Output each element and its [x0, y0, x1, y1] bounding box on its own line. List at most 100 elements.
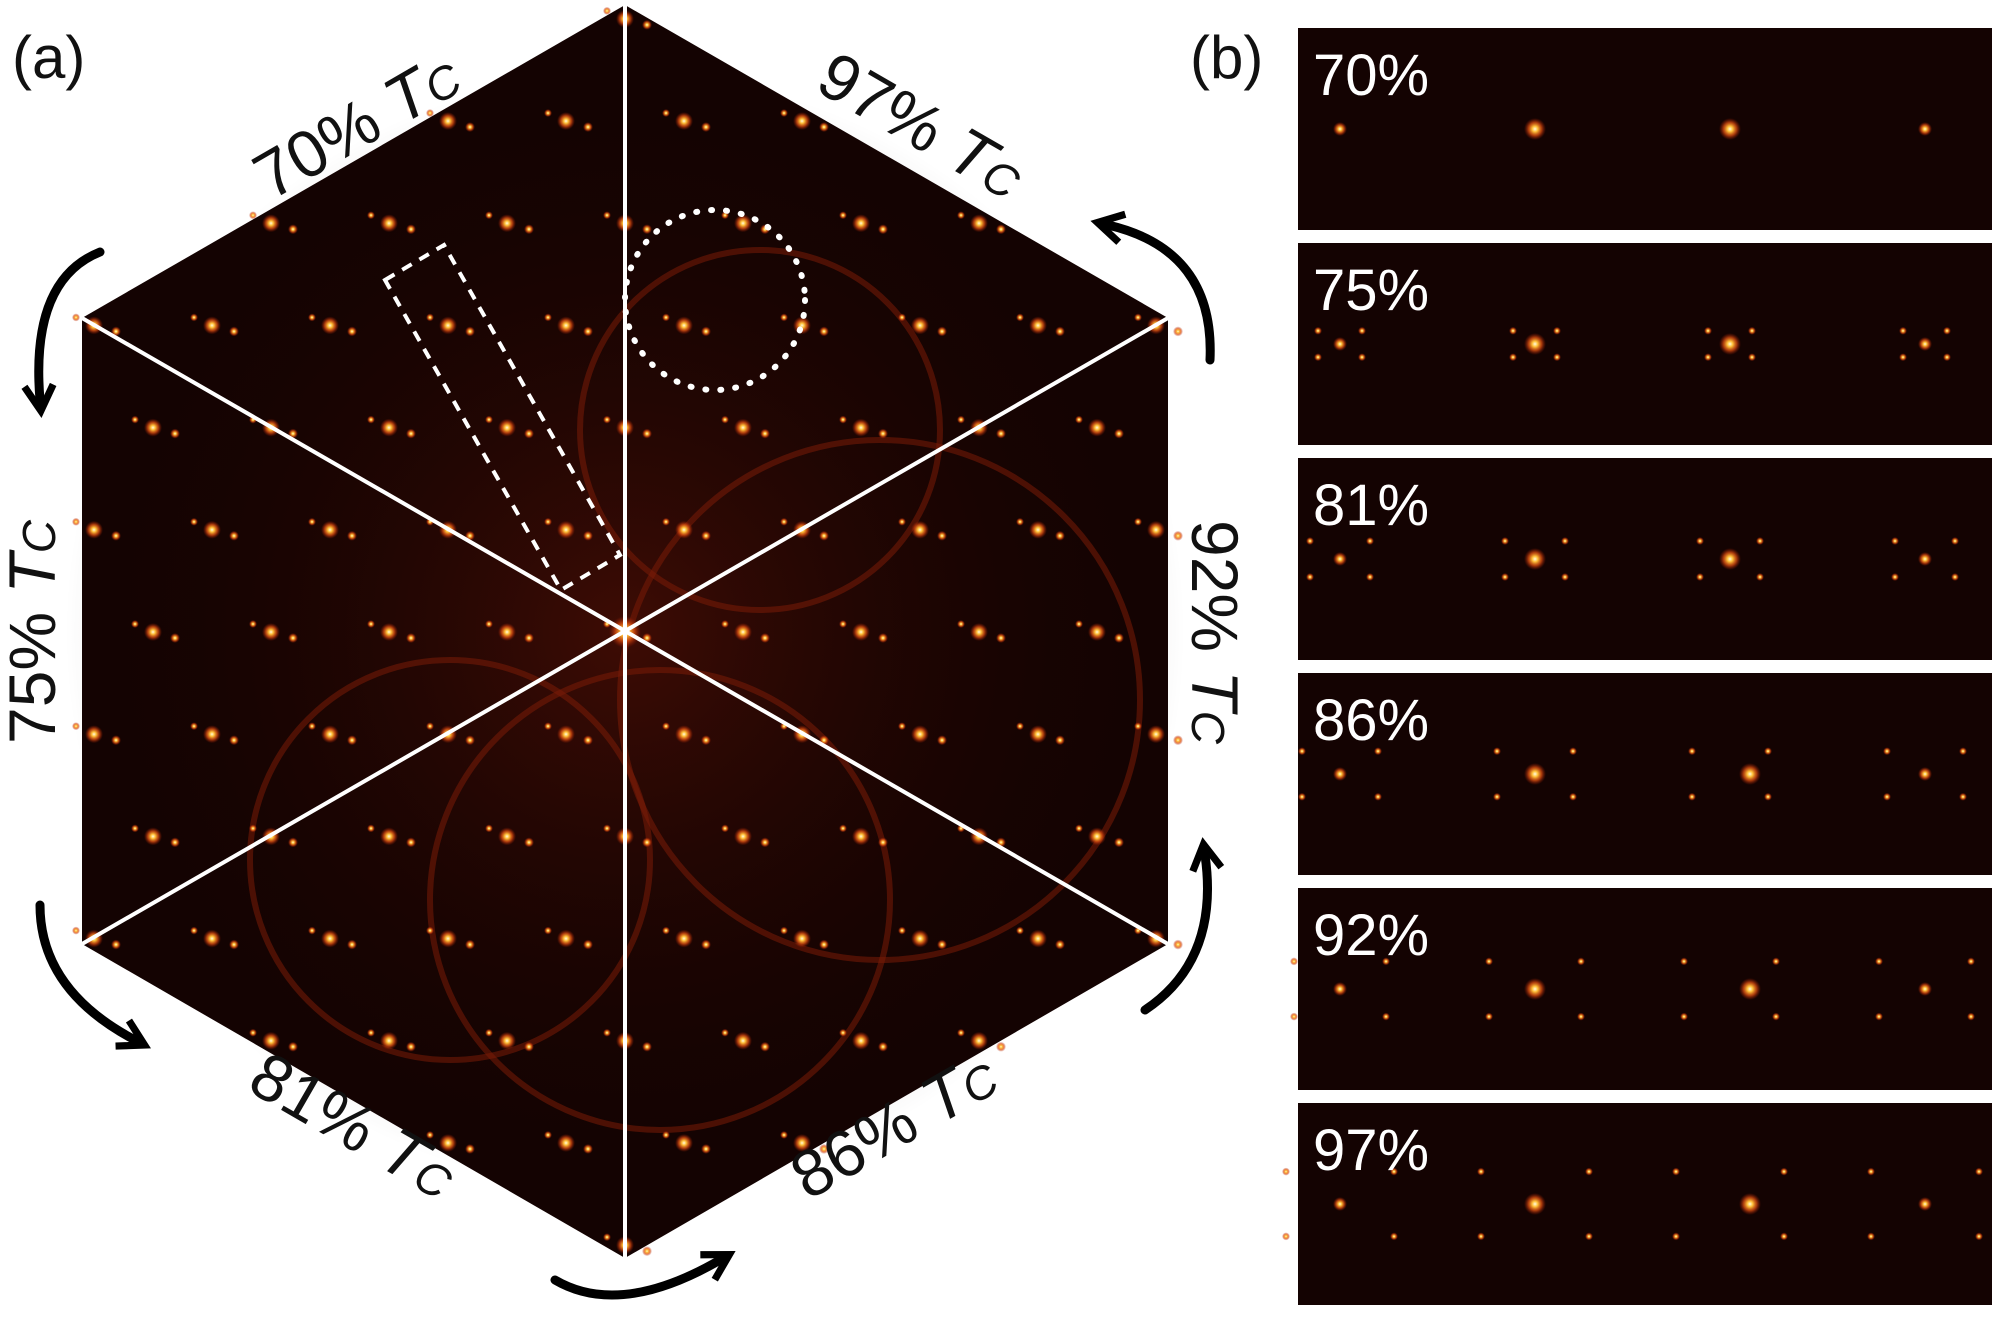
diffraction-spot — [793, 1133, 811, 1152]
diffraction-spot — [406, 428, 416, 439]
strip-86: 86% — [1298, 673, 1992, 875]
diffraction-spot — [347, 735, 357, 746]
diffraction-spot — [131, 620, 139, 628]
diffraction-spot — [1943, 326, 1951, 335]
diffraction-spot — [1704, 353, 1712, 362]
diffraction-spot — [1029, 725, 1047, 744]
diffraction-spot — [721, 620, 729, 628]
diffraction-spot — [911, 929, 929, 948]
diffraction-spot — [603, 211, 611, 220]
diffraction-spot — [1333, 122, 1347, 136]
diffraction-spot — [1680, 1012, 1688, 1021]
diffraction-spot — [1772, 1012, 1780, 1021]
diffraction-spot — [85, 520, 103, 539]
diffraction-spot — [262, 1031, 280, 1050]
diffraction-spot — [1029, 520, 1047, 539]
diffraction-spot — [701, 1143, 711, 1154]
diffraction-spot — [1764, 792, 1772, 801]
sector-dividers — [81, 5, 1169, 1258]
diffraction-spot — [1298, 747, 1306, 756]
diffraction-spot — [1867, 1167, 1875, 1176]
rotation-arrows — [21, 210, 1225, 1300]
diffraction-spot — [878, 428, 888, 439]
diffraction-spot — [662, 926, 670, 935]
diffraction-spot — [898, 926, 906, 935]
diffraction-spot — [1918, 982, 1932, 996]
diffraction-spot — [1918, 337, 1932, 351]
diffraction-spot — [937, 735, 947, 746]
diffraction-spot — [970, 1031, 988, 1050]
diffraction-spot — [249, 620, 257, 628]
diffraction-spot — [970, 623, 988, 641]
diffraction-spot — [308, 313, 316, 322]
diffraction-spot — [1585, 1232, 1593, 1241]
diffraction-spot — [1358, 326, 1366, 335]
diffraction-spot — [524, 837, 534, 848]
diffraction-spot — [380, 418, 398, 437]
diffraction-spot — [1055, 939, 1065, 950]
diffraction-spot — [1524, 118, 1546, 140]
diffraction-spot — [85, 725, 103, 744]
diffraction-spot — [557, 112, 575, 131]
diffraction-spot — [662, 722, 670, 731]
diffraction-spot — [1553, 353, 1561, 362]
diffraction-spot — [957, 415, 965, 424]
diffraction-spot — [557, 929, 575, 948]
diffraction-spot — [1561, 537, 1569, 545]
diffraction-spot — [701, 939, 711, 950]
diffraction-spot — [1390, 1232, 1398, 1241]
diffraction-spot — [1739, 1193, 1761, 1215]
diffraction-spot — [544, 926, 552, 935]
diffraction-spot — [1524, 978, 1546, 1000]
diffraction-spot — [957, 211, 965, 220]
dashed-rectangle-annotation — [382, 242, 623, 593]
strip-background — [1298, 458, 1992, 660]
diffraction-spot — [1688, 792, 1696, 801]
diffraction-spot — [734, 1031, 752, 1050]
diffraction-spot — [760, 837, 770, 848]
diffraction-spot — [1975, 1167, 1983, 1176]
diffraction-spot — [1147, 725, 1165, 744]
svg-text:75% TC: 75% TC — [0, 519, 69, 744]
arrow-75-to-81 — [35, 900, 151, 1050]
diffraction-spot — [229, 939, 239, 950]
diffraction-spot — [780, 313, 788, 322]
diffraction-spot — [1585, 1167, 1593, 1176]
diffraction-spot — [734, 623, 752, 641]
diffraction-spot — [367, 824, 375, 833]
diffraction-spot — [1918, 767, 1932, 781]
diffraction-spot — [1366, 537, 1374, 545]
strip-spots — [1298, 747, 1967, 801]
diffraction-spot — [1553, 326, 1561, 335]
diffraction-spot — [1883, 792, 1891, 801]
diffraction-spot — [321, 316, 339, 335]
diffraction-spot — [1509, 326, 1517, 335]
diffraction-spot — [852, 827, 870, 846]
diffraction-spot — [1134, 517, 1142, 526]
diffraction-spot — [1696, 573, 1704, 581]
diffraction-spot — [1959, 747, 1967, 756]
diffraction-spot — [380, 214, 398, 233]
diffraction-spot — [1891, 573, 1899, 581]
diffraction-spot — [1748, 326, 1756, 335]
diffraction-spot — [1114, 428, 1124, 439]
diffraction-spot — [170, 837, 180, 848]
diffraction-spot — [1975, 1232, 1983, 1241]
diffraction-spot — [544, 517, 552, 526]
diffraction-spot — [1918, 552, 1932, 566]
diffraction-spot — [603, 415, 611, 424]
diffraction-spot — [1680, 957, 1688, 966]
diffraction-spot — [1173, 735, 1183, 746]
arrow-86-to-92 — [1140, 837, 1225, 1015]
diffraction-spot — [1577, 1012, 1585, 1021]
diffraction-spot — [1029, 929, 1047, 948]
diffraction-spot — [1875, 1012, 1883, 1021]
diffraction-spot — [1951, 537, 1959, 545]
diffraction-spot — [1485, 1012, 1493, 1021]
diffraction-spot — [1739, 763, 1761, 785]
diffraction-spot — [780, 1130, 788, 1139]
strip-75: 75% — [1298, 243, 1992, 445]
diffraction-spot — [1055, 735, 1065, 746]
diffraction-spot — [898, 517, 906, 526]
diffraction-spot — [701, 530, 711, 541]
